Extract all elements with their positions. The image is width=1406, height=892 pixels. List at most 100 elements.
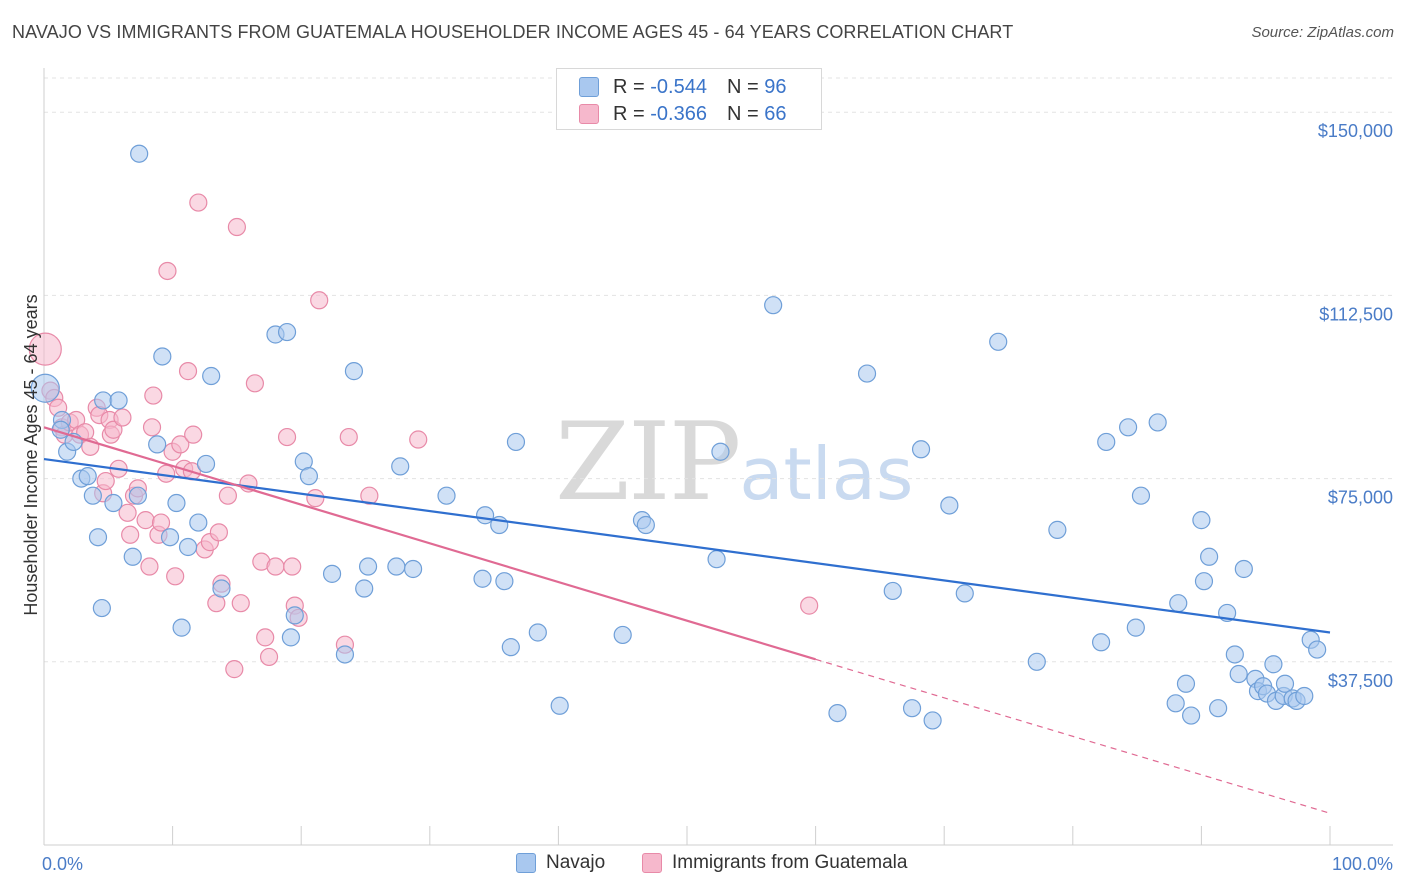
guatemala-point-60	[310, 291, 329, 310]
guatemala-point-14	[96, 471, 115, 491]
navajo-point-37	[387, 557, 406, 576]
navajo-point-71	[1148, 413, 1167, 432]
legend-guatemala-r-label: R =	[613, 102, 645, 125]
navajo-point-94	[1295, 686, 1314, 706]
navajo-point-18	[160, 528, 180, 547]
legend-label-guatemala: Immigrants from Guatemala	[672, 852, 908, 873]
navajo-point-29	[285, 606, 304, 625]
navajo-point-53	[711, 442, 730, 461]
legend-guatemala-n-value: 66	[764, 102, 787, 125]
navajo-point-81	[1225, 645, 1244, 664]
navajo-point-58	[902, 699, 922, 718]
navajo-point-75	[1182, 706, 1201, 725]
navajo-point-69	[1126, 618, 1145, 637]
guatemala-point-46	[225, 660, 244, 679]
navajo-trend-line	[43, 457, 1331, 634]
navajo-point-62	[955, 584, 974, 603]
navajo-point-47	[528, 623, 547, 642]
guatemala-point-56	[283, 557, 302, 576]
navajo-point-70	[1131, 486, 1151, 505]
guatemala-point-64	[409, 430, 428, 449]
legend-label-navajo: Navajo	[546, 852, 606, 873]
guatemala-trend-line	[43, 426, 816, 661]
y-tick-label-1: $75,000	[1328, 488, 1393, 508]
tick-labels: $37,500 $75,000 $112,500 $150,000 0.0% 100.0%…	[21, 121, 1393, 874]
legend-navajo-r-value: -0.544	[650, 75, 707, 98]
navajo-point-54	[764, 296, 783, 315]
navajo-point-0	[30, 373, 60, 403]
guatemala-point-52	[256, 628, 275, 647]
trend-lines	[43, 426, 1331, 814]
navajo-point-83	[1234, 559, 1253, 579]
navajo-point-49	[613, 625, 632, 645]
y-tick-label-3: $150,000	[1318, 121, 1393, 141]
watermark: ZIPatlas	[555, 400, 913, 525]
navajo-point-20	[172, 618, 191, 637]
navajo-point-64	[1027, 652, 1046, 671]
navajo-point-61	[940, 496, 959, 515]
navajo-point-73	[1169, 594, 1188, 613]
correlation-legend: R = -0.544 N = 96 R = -0.366 N = 66	[556, 68, 822, 130]
navajo-point-46	[506, 432, 526, 452]
guatemala-point-65	[800, 596, 819, 615]
navajo-point-36	[358, 557, 378, 576]
navajo-point-91	[1275, 674, 1295, 693]
guatemala-point-48	[231, 594, 250, 613]
navajo-point-60	[923, 711, 942, 730]
source-credit: Source: ZipAtlas.com	[1251, 24, 1394, 41]
watermark-atlas: atlas	[739, 432, 914, 516]
legend-navajo-n-label: N =	[726, 75, 759, 98]
navajo-point-52	[707, 550, 726, 569]
navajo-point-27	[277, 322, 297, 342]
y-tick-label-2: $112,500	[1319, 304, 1393, 324]
legend-swatch-navajo-bottom	[516, 853, 536, 873]
guatemala-point-29	[151, 513, 171, 532]
guatemala-point-19	[113, 408, 132, 427]
navajo-point-15	[130, 144, 149, 163]
navajo-point-38	[391, 457, 410, 476]
navajo-point-19	[167, 493, 186, 513]
navajo-point-55	[828, 703, 847, 723]
navajo-point-65	[1048, 520, 1067, 539]
navajo-point-57	[883, 581, 902, 601]
axes	[43, 68, 1393, 846]
guatemala-point-62	[339, 427, 358, 447]
navajo-point-72	[1166, 694, 1185, 713]
navajo-point-66	[1091, 633, 1111, 652]
navajo-point-67	[1097, 432, 1116, 452]
guatemala-point-36	[178, 362, 198, 381]
navajo-point-77	[1194, 572, 1214, 591]
legend-row-navajo: R = -0.544 N = 96	[579, 74, 786, 100]
navajo-point-45	[501, 638, 520, 657]
guatemala-point-25	[140, 557, 159, 576]
guatemala-point-24	[136, 511, 155, 530]
guatemala-point-38	[184, 425, 203, 444]
guatemala-point-39	[189, 193, 208, 212]
guatemala-point-31	[158, 261, 177, 281]
navajo-point-17	[153, 347, 172, 366]
y-axis-title: Householder Income Ages 45 - 64 years	[21, 294, 41, 615]
series-navajo-points	[30, 144, 1327, 730]
navajo-point-14	[128, 486, 147, 505]
navajo-point-68	[1118, 418, 1138, 437]
navajo-point-23	[196, 454, 216, 474]
navajo-point-8	[88, 528, 108, 547]
legend-item-guatemala[interactable]: Immigrants from Guatemala	[642, 852, 907, 874]
legend-guatemala-r-value: -0.366	[650, 102, 707, 125]
guatemala-point-63	[360, 486, 379, 505]
navajo-point-40	[437, 486, 456, 505]
legend-swatch-guatemala-bottom	[642, 853, 662, 873]
guatemala-point-50	[245, 374, 265, 393]
navajo-point-63	[989, 332, 1008, 351]
legend-item-navajo[interactable]: Navajo	[516, 852, 605, 874]
navajo-point-78	[1200, 547, 1219, 566]
guatemala-point-43	[209, 523, 228, 542]
navajo-point-82	[1229, 664, 1248, 684]
navajo-point-13	[123, 547, 142, 566]
navajo-point-59	[911, 440, 931, 459]
navajo-point-79	[1209, 699, 1228, 718]
navajo-point-33	[335, 645, 355, 664]
guatemala-point-20	[118, 503, 137, 522]
navajo-point-76	[1192, 511, 1211, 530]
